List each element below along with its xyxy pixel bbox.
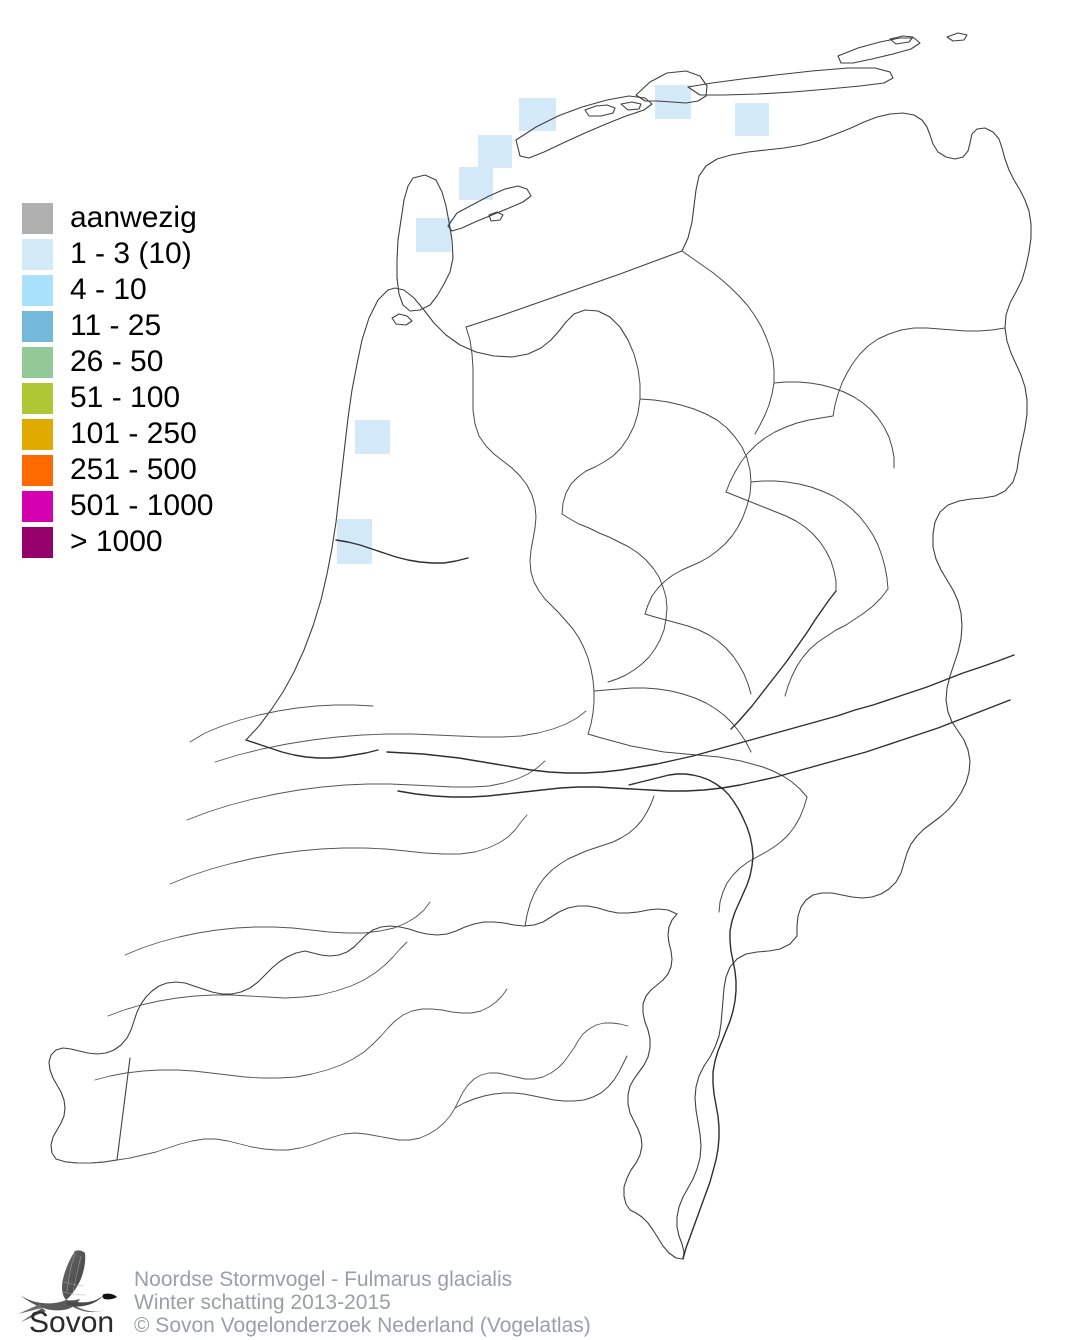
legend-row: 4 - 10 [22, 272, 322, 308]
footer-species-line: Noordse Stormvogel - Fulmarus glacialis [134, 1268, 513, 1291]
legend-label: aanwezig [70, 201, 197, 234]
occupied-grid-cell [519, 98, 556, 131]
zeeland-delta [48, 704, 629, 1164]
legend-color-swatch [22, 418, 53, 450]
legend-label: > 1000 [70, 525, 163, 558]
sovon-logo: Sovon [18, 1248, 128, 1336]
province-boundaries [454, 250, 1006, 1109]
wadden-islands [391, 32, 968, 326]
legend-label: 51 - 100 [70, 381, 181, 414]
sovon-wordmark: Sovon [29, 1306, 114, 1336]
occupied-grid-cell [355, 420, 390, 454]
legend-row: > 1000 [22, 524, 322, 560]
footer-copyright-line: © Sovon Vogelonderzoek Nederland (Vogela… [134, 1314, 591, 1337]
legend-row: 51 - 100 [22, 380, 322, 416]
legend-color-swatch [22, 202, 53, 234]
map-footer: Sovon Noordse Stormvogel - Fulmarus glac… [0, 1248, 1074, 1340]
legend-color-swatch [22, 238, 53, 270]
mainland-outline [245, 112, 1032, 1260]
legend-color-swatch [22, 346, 53, 378]
netherlands-map-svg [48, 32, 1032, 1260]
legend-label: 26 - 50 [70, 345, 164, 378]
legend-color-swatch [22, 490, 53, 522]
occupied-grid-cell [459, 167, 493, 200]
legend-color-swatch [22, 526, 53, 558]
map-canvas [48, 32, 1032, 1260]
legend-label: 101 - 250 [70, 417, 197, 450]
legend-label: 501 - 1000 [70, 489, 214, 522]
occupied-grid-cell [478, 135, 512, 168]
legend-row: aanwezig [22, 200, 322, 236]
legend-row: 101 - 250 [22, 416, 322, 452]
footer-period-line: Winter schatting 2013-2015 [134, 1291, 391, 1314]
occupied-grid-cells [337, 85, 769, 564]
legend-label: 4 - 10 [70, 273, 147, 306]
legend-color-swatch [22, 274, 53, 306]
legend-row: 26 - 50 [22, 344, 322, 380]
legend-color-swatch [22, 310, 53, 342]
legend-label: 11 - 25 [70, 309, 162, 342]
legend-label: 251 - 500 [70, 453, 197, 486]
legend-color-swatch [22, 454, 53, 486]
occupied-grid-cell [416, 218, 451, 252]
swallow-bird-icon: Sovon [18, 1250, 117, 1336]
legend-row: 501 - 1000 [22, 488, 322, 524]
legend-row: 1 - 3 (10) [22, 236, 322, 272]
legend-row: 11 - 25 [22, 308, 322, 344]
rivers [245, 539, 1015, 1260]
abundance-legend: aanwezig 1 - 3 (10) 4 - 10 11 - 25 26 - 50 51… [22, 200, 322, 560]
legend-color-swatch [22, 382, 53, 414]
occupied-grid-cell [735, 103, 769, 136]
legend-label: 1 - 3 (10) [70, 237, 192, 270]
footer-caption: Noordse Stormvogel - Fulmarus glacialis … [134, 1268, 591, 1337]
legend-row: 251 - 500 [22, 452, 322, 488]
